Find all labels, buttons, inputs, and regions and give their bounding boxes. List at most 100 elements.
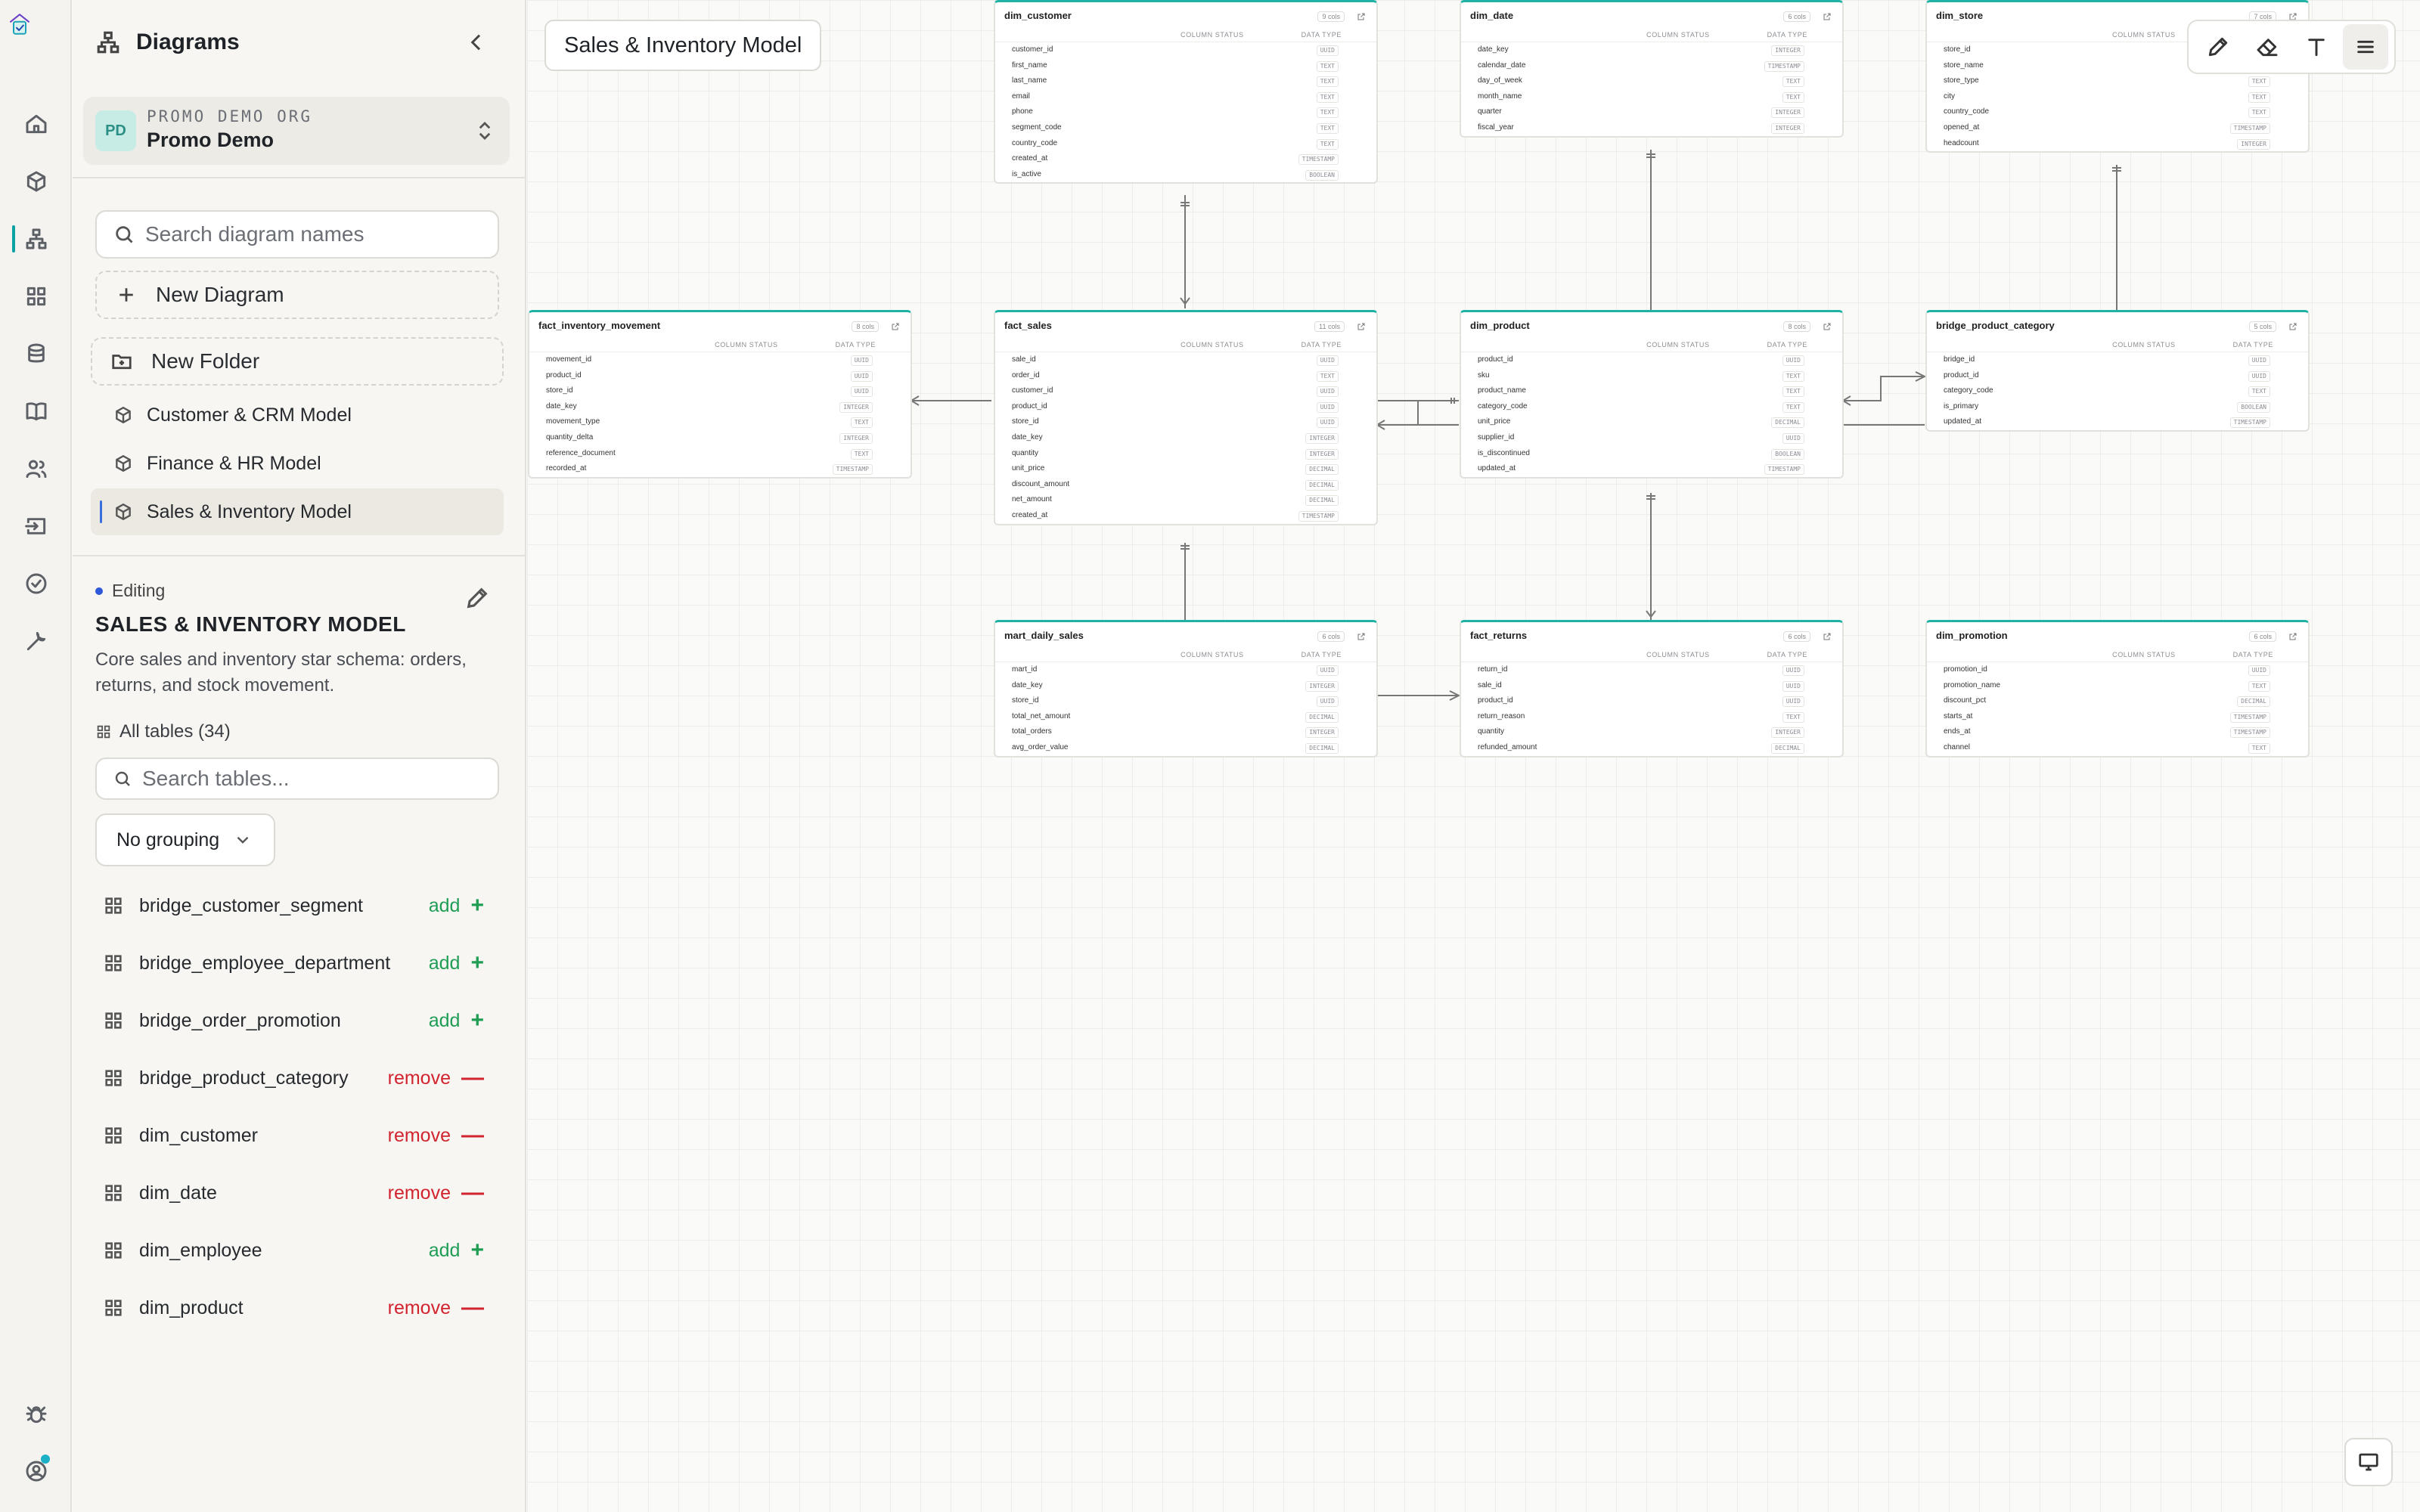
open-external-icon[interactable] <box>1823 11 1832 20</box>
table-list-item[interactable]: bridge_customer_segment add + <box>103 886 511 925</box>
eraser-button[interactable] <box>2245 24 2290 70</box>
column-row[interactable]: ends_at TIMESTAMP <box>1927 724 2308 740</box>
column-row[interactable]: headcount INTEGER <box>1927 136 2308 152</box>
open-external-icon[interactable] <box>2288 321 2297 330</box>
add-table-button[interactable]: add + <box>429 1238 484 1263</box>
column-row[interactable]: updated_at TIMESTAMP <box>1461 461 1842 477</box>
open-external-icon[interactable] <box>1357 631 1366 640</box>
column-row[interactable]: fiscal_year INTEGER <box>1461 120 1842 136</box>
column-row[interactable]: avg_order_value DECIMAL <box>995 740 1376 756</box>
column-row[interactable]: quarter INTEGER <box>1461 104 1842 120</box>
account-icon[interactable] <box>18 1453 54 1489</box>
add-table-button[interactable]: add + <box>429 1008 484 1033</box>
column-row[interactable]: net_amount DECIMAL <box>995 492 1376 508</box>
column-row[interactable]: category_code TEXT <box>1461 399 1842 415</box>
column-row[interactable]: quantity_delta INTEGER <box>529 430 911 446</box>
column-row[interactable]: date_key INTEGER <box>995 678 1376 694</box>
diagram-icon[interactable] <box>12 221 54 257</box>
column-row[interactable]: starts_at TIMESTAMP <box>1927 709 2308 725</box>
column-row[interactable]: supplier_id UUID <box>1461 430 1842 446</box>
text-button[interactable] <box>2294 24 2339 70</box>
column-row[interactable]: product_id UUID <box>1927 368 2308 384</box>
org-switcher[interactable]: PD PROMO DEMO ORG Promo Demo <box>83 97 510 165</box>
column-row[interactable]: total_orders INTEGER <box>995 724 1376 740</box>
diagram-item[interactable]: Finance & HR Model <box>91 440 504 487</box>
edit-model-button[interactable] <box>464 585 490 611</box>
column-row[interactable]: store_type TEXT <box>1927 73 2308 89</box>
table-list-item[interactable]: dim_customer remove — <box>103 1116 511 1155</box>
users-icon[interactable] <box>18 451 54 487</box>
presentation-button[interactable] <box>2344 1438 2393 1486</box>
column-row[interactable]: created_at TIMESTAMP <box>995 151 1376 167</box>
grouping-select[interactable]: No grouping <box>95 813 275 866</box>
column-row[interactable]: day_of_week TEXT <box>1461 73 1842 89</box>
column-row[interactable]: movement_id UUID <box>529 352 911 368</box>
column-row[interactable]: unit_price DECIMAL <box>1461 414 1842 430</box>
column-row[interactable]: customer_id UUID <box>995 383 1376 399</box>
column-row[interactable]: phone TEXT <box>995 104 1376 120</box>
column-row[interactable]: product_id UUID <box>995 399 1376 415</box>
table-list-item[interactable]: dim_employee add + <box>103 1231 511 1270</box>
column-row[interactable]: month_name TEXT <box>1461 89 1842 105</box>
remove-table-button[interactable]: remove — <box>388 1123 484 1148</box>
home-icon[interactable] <box>18 106 54 142</box>
grid-icon[interactable] <box>18 278 54 314</box>
column-row[interactable]: customer_id UUID <box>995 42 1376 58</box>
column-row[interactable]: return_id UUID <box>1461 662 1842 678</box>
table-card-header[interactable]: fact_inventory_movement 8 cols <box>529 312 911 339</box>
app-logo[interactable] <box>8 12 65 73</box>
column-row[interactable]: is_active BOOLEAN <box>995 167 1376 183</box>
add-table-button[interactable]: add + <box>429 893 484 919</box>
column-row[interactable]: date_key INTEGER <box>529 399 911 415</box>
column-row[interactable]: quantity INTEGER <box>995 446 1376 462</box>
table-list-item[interactable]: bridge_order_promotion add + <box>103 1001 511 1040</box>
column-row[interactable]: category_code TEXT <box>1927 383 2308 399</box>
remove-table-button[interactable]: remove — <box>388 1295 484 1321</box>
table-card[interactable]: dim_promotion 6 cols COLUMN STATUS DATA TYP… <box>1925 620 2310 758</box>
column-row[interactable]: is_discontinued BOOLEAN <box>1461 446 1842 462</box>
column-row[interactable]: reference_document TEXT <box>529 446 911 462</box>
column-row[interactable]: city TEXT <box>1927 89 2308 105</box>
table-card[interactable]: fact_sales 11 cols COLUMN STATUS DATA TYPE s… <box>994 310 1378 525</box>
column-row[interactable]: refunded_amount DECIMAL <box>1461 740 1842 756</box>
diagram-name-chip[interactable]: Sales & Inventory Model <box>544 20 822 71</box>
column-row[interactable]: email TEXT <box>995 89 1376 105</box>
column-row[interactable]: quantity INTEGER <box>1461 724 1842 740</box>
column-row[interactable]: store_id UUID <box>995 693 1376 709</box>
table-list-item[interactable]: bridge_product_category remove — <box>103 1058 511 1098</box>
column-row[interactable]: created_at TIMESTAMP <box>995 508 1376 524</box>
column-row[interactable]: return_reason TEXT <box>1461 709 1842 725</box>
column-row[interactable]: updated_at TIMESTAMP <box>1927 414 2308 430</box>
column-row[interactable]: date_key INTEGER <box>1461 42 1842 58</box>
column-row[interactable]: total_net_amount DECIMAL <box>995 709 1376 725</box>
column-row[interactable]: product_id UUID <box>1461 693 1842 709</box>
column-row[interactable]: movement_type TEXT <box>529 414 911 430</box>
collapse-sidebar-button[interactable] <box>464 30 489 54</box>
column-row[interactable]: recorded_at TIMESTAMP <box>529 461 911 477</box>
column-row[interactable]: country_code TEXT <box>1927 104 2308 120</box>
diagram-item-active[interactable]: Sales & Inventory Model <box>91 488 504 535</box>
table-list-item[interactable]: dim_date remove — <box>103 1173 511 1213</box>
open-external-icon[interactable] <box>2288 631 2297 640</box>
new-folder-button[interactable]: New Folder <box>91 337 504 386</box>
column-row[interactable]: last_name TEXT <box>995 73 1376 89</box>
open-external-icon[interactable] <box>1823 631 1832 640</box>
column-row[interactable]: bridge_id UUID <box>1927 352 2308 368</box>
column-row[interactable]: store_id UUID <box>529 383 911 399</box>
add-table-button[interactable]: add + <box>429 950 484 976</box>
menu-button[interactable] <box>2342 24 2388 70</box>
column-row[interactable]: product_name TEXT <box>1461 383 1842 399</box>
column-row[interactable]: first_name TEXT <box>995 58 1376 74</box>
column-row[interactable]: product_id UUID <box>1461 352 1842 368</box>
column-row[interactable]: is_primary BOOLEAN <box>1927 399 2308 415</box>
column-row[interactable]: product_id UUID <box>529 368 911 384</box>
column-row[interactable]: sale_id UUID <box>1461 678 1842 694</box>
table-card-header[interactable]: bridge_product_category 5 cols <box>1927 312 2308 339</box>
diagram-search-input[interactable] <box>145 222 486 246</box>
table-card-header[interactable]: dim_promotion 6 cols <box>1927 622 2308 649</box>
remove-table-button[interactable]: remove — <box>388 1180 484 1206</box>
column-row[interactable]: country_code TEXT <box>995 136 1376 152</box>
table-search[interactable] <box>95 758 499 800</box>
table-list-item[interactable]: dim_product remove — <box>103 1288 511 1328</box>
table-card-header[interactable]: dim_product 8 cols <box>1461 312 1842 339</box>
